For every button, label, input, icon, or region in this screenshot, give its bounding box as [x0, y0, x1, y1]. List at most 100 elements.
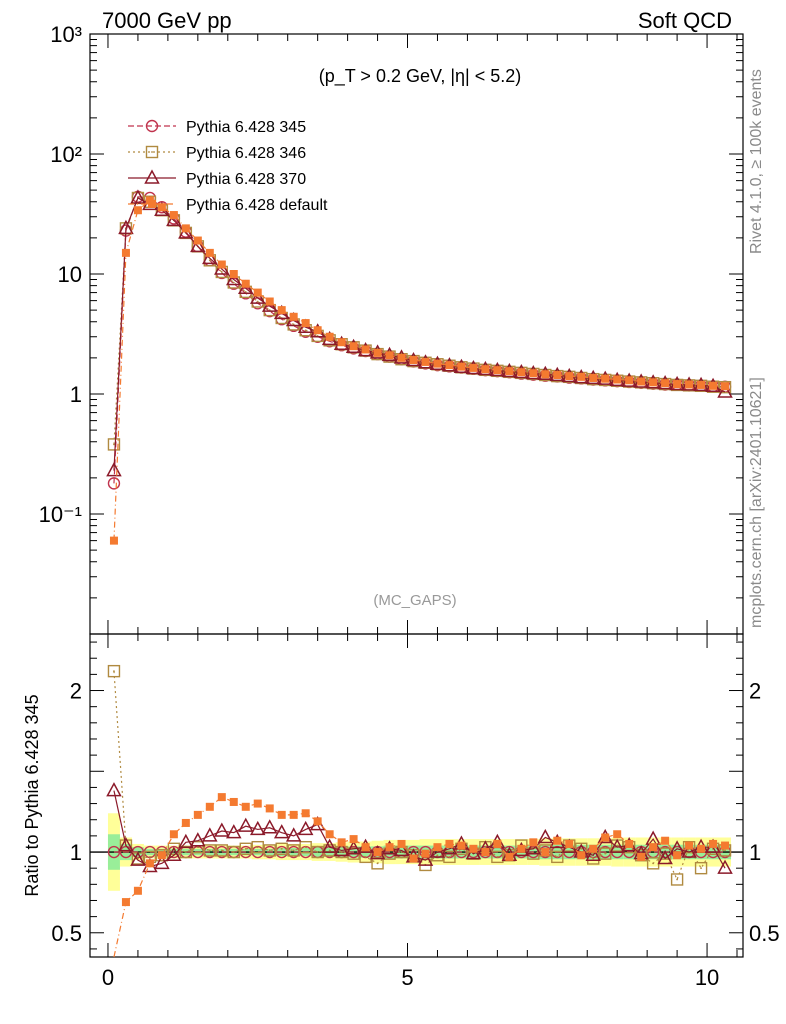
- data-point-ratio: [625, 839, 634, 848]
- data-point-ratio-dot: [244, 847, 247, 850]
- data-point-ratio: [118, 836, 134, 852]
- data-point-ratio-dot: [724, 849, 726, 852]
- data-point-ratio: [178, 833, 194, 849]
- data-point-main: [205, 248, 214, 257]
- data-point-ratio: [505, 852, 514, 861]
- data-point-main: [181, 224, 190, 233]
- data-point-main: [217, 260, 226, 269]
- data-point-ratio: [445, 839, 454, 848]
- data-point-ratio: [217, 793, 226, 802]
- data-point-main: [109, 536, 118, 545]
- data-point-ratio: [299, 840, 312, 854]
- data-point-ratio: [491, 850, 504, 864]
- x-tick-label: 5: [401, 965, 413, 990]
- data-point-main: [673, 380, 682, 389]
- data-point-main: [541, 370, 550, 379]
- data-point-ratio: [229, 797, 238, 806]
- data-point-main: [241, 279, 250, 288]
- data-point-ratio-dot: [400, 851, 403, 853]
- data-point-ratio-dot: [280, 847, 283, 850]
- data-point-main: [265, 297, 274, 306]
- data-point-ratio-dot: [676, 878, 679, 881]
- data-point-main: [130, 189, 146, 204]
- data-point-ratio: [589, 844, 598, 853]
- data-point-ratio: [133, 886, 142, 895]
- series-line-main: [113, 197, 726, 471]
- ratio-y-label: Ratio to Pythia 6.428 345: [22, 694, 42, 896]
- data-point-ratio: [469, 844, 478, 853]
- y-tick-label-ratio: 2: [70, 679, 82, 704]
- data-point-main: [253, 288, 262, 297]
- x-tick-label: 0: [102, 965, 114, 990]
- data-point-main: [613, 375, 622, 384]
- legend-entry: Pythia 6.428 370: [186, 171, 306, 188]
- y-tick-label-main: 10³: [50, 22, 82, 47]
- data-point-main: [373, 348, 382, 357]
- data-point-main: [661, 379, 670, 388]
- data-point-main: [717, 383, 733, 398]
- data-point-ratio: [253, 799, 262, 808]
- data-point-ratio: [166, 846, 182, 862]
- data-point-ratio: [238, 817, 254, 832]
- data-point-ratio: [193, 810, 202, 819]
- data-point-main-dot: [113, 443, 115, 446]
- data-point-ratio: [154, 854, 170, 870]
- data-point-ratio-dot: [268, 849, 271, 852]
- data-point-ratio: [121, 898, 130, 907]
- data-point-ratio: [397, 839, 406, 848]
- data-point-ratio-dot: [328, 849, 331, 852]
- series-line-ratio: [113, 790, 726, 869]
- data-point-ratio-dot: [556, 855, 559, 858]
- data-point-ratio: [106, 782, 122, 797]
- data-point-ratio: [203, 844, 217, 857]
- legend-entry: Pythia 6.428 default: [186, 197, 328, 214]
- data-point-ratio-dot: [484, 846, 487, 849]
- data-point-ratio: [155, 849, 169, 862]
- data-point-ratio: [289, 810, 298, 819]
- data-point-ratio-dot: [232, 851, 235, 853]
- data-point-ratio: [457, 841, 466, 850]
- legend-marker: [145, 119, 159, 133]
- data-point-ratio: [169, 830, 178, 839]
- data-point-main: [697, 380, 706, 389]
- data-point-ratio: [107, 845, 121, 859]
- data-point-ratio: [657, 849, 673, 865]
- data-point-main: [493, 366, 502, 375]
- data-point-ratio: [275, 842, 288, 855]
- data-point-ratio: [493, 839, 502, 848]
- data-point-ratio: [649, 843, 658, 852]
- data-point-ratio: [577, 851, 586, 860]
- data-point-ratio: [385, 843, 394, 852]
- legend-marker: [144, 169, 160, 184]
- data-point-ratio-dot: [149, 855, 151, 858]
- data-point-ratio: [529, 838, 538, 847]
- data-point-main: [625, 376, 634, 385]
- data-point-main: [385, 351, 394, 360]
- series-main-pythia-6-428-346: [107, 191, 732, 451]
- data-point-ratio-dot: [196, 846, 199, 849]
- data-point-ratio: [551, 850, 564, 864]
- data-point-ratio: [537, 828, 554, 844]
- data-point-ratio-dot: [700, 867, 702, 870]
- data-point-ratio-dot: [580, 847, 583, 850]
- data-point-ratio: [697, 844, 706, 853]
- data-point-main: [157, 203, 166, 212]
- data-point-main: [577, 372, 586, 381]
- data-point-ratio-dot: [496, 855, 499, 858]
- data-point-main: [337, 338, 346, 347]
- legend-entry: Pythia 6.428 346: [186, 145, 306, 162]
- data-point-ratio: [541, 848, 550, 857]
- data-point-ratio: [525, 840, 542, 855]
- data-point-main: [445, 361, 454, 370]
- data-point-ratio: [721, 841, 730, 850]
- series-main-pythia-6-428-370: [106, 189, 733, 477]
- data-point-ratio: [251, 840, 264, 854]
- data-point-ratio: [517, 844, 526, 853]
- data-point-ratio-dot: [184, 851, 187, 853]
- data-point-main: [721, 382, 730, 391]
- data-point-ratio: [313, 817, 322, 826]
- series-line-ratio: [113, 796, 726, 958]
- data-point-main: [553, 370, 562, 379]
- header-left-title: 7000 GeV pp: [102, 8, 232, 33]
- data-point-main: [106, 462, 122, 477]
